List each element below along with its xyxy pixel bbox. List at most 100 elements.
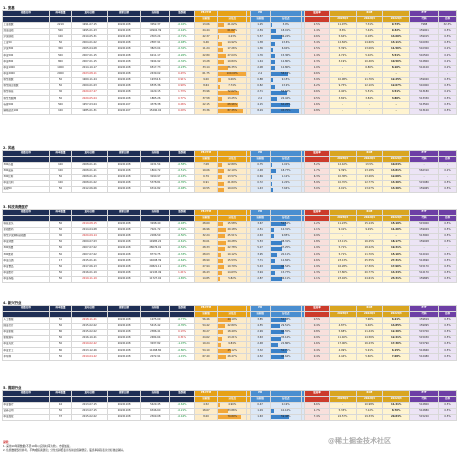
pb-percentile-bar [271,78,274,83]
cell-roe-2022q3: 20.84% [382,413,411,421]
percentile-label: 15.36% [280,53,291,57]
pb-percentile-bar [271,252,277,257]
table-row: 证券公司 50 2013-07-15 20221108 6346.60 -0.21% 18.… [2,407,457,415]
cell-dividend-yield: 0.8% [304,107,330,115]
cell-pb-percentile: 7.64% [269,186,302,194]
cell-release-date: 2015-02-02 [71,413,108,421]
percentile-label: 19.79% [227,264,237,268]
pe-percentile-bar [218,84,221,89]
percentile-label: 38.31% [280,240,291,244]
percentile-label: 9.06% [228,78,237,82]
percentile-label: 22.42% [280,96,291,100]
percentile-label: 72.62% [227,90,237,94]
pe-percentile-bar [218,336,222,341]
percentile-label: 14.63% [227,271,237,274]
table-row: 恒生指数 50 1969-11-24 20221108 19334.6 0.91% 9.00… [2,76,457,84]
pe-percentile-bar [218,265,224,270]
cell-etf-code: 159865 [409,275,440,283]
pb-percentile-bar [271,102,291,107]
percentile-label: 2.20% [281,181,290,185]
percentile-label: 36.35% [227,65,237,69]
cell-release-date: 1985-01-31 [71,107,108,115]
percentile-label: 13.21% [227,336,237,340]
cell-index-name: 半导体 [2,353,50,361]
percentile-label: 12.84% [280,258,291,262]
cell-current-value: 2309.08 [140,413,171,421]
note-line-2: 2. 估值数据仅供参考，不构成投资建议；分位点越低表示当前估值越便宜，股息率越高… [3,449,126,452]
cell-pe-value: 10.55 [193,186,219,194]
pe-percentile-bar [218,47,224,52]
pb-percentile-bar [271,246,282,251]
percentile-label: 87.35% [227,108,237,112]
cell-pe-value: 67.40 [193,353,219,361]
cell-pb-percentile: 36.11% [269,275,302,283]
cell-etf-name: 0.5% [438,186,457,194]
cell-pe-spacer [246,353,251,361]
cell-roe-2022q4: - [355,107,384,115]
cell-pb-value: 1.43 [249,186,271,194]
section-title: 2. 风格 [3,146,15,150]
pb-percentile-bar [271,60,275,64]
header-row: 指数名称 样本数量 发布日期 更新日期 当前值 涨跌幅 PE-TTM PB 股息率 ROE ETF [2,10,457,17]
valuation-table: 指数名称 样本数量 发布日期 更新日期 当前值 涨跌幅 PE-TTM PB 股息率 ROE ETF 当… [2,150,457,194]
table-row: 300医药 50 2007-07-02 20221108 8770.75 -0.33% 28… [2,251,457,259]
percentile-label: 27.04% [227,53,237,57]
percentile-label: 13.6% [281,41,290,45]
header-etf-name [438,390,457,397]
percentile-label: 9.85% [281,234,290,238]
pb-percentile-bar [271,181,272,186]
cell-release-date: 2012-06-06 [71,186,108,194]
percentile-label: 6.60% [281,47,290,51]
percentile-label: 45.64% [280,354,291,358]
percentile-label: 9.15% [281,78,290,82]
pe-percentile-bar [218,234,226,239]
cell-roe-2022q3: - [382,107,411,115]
cell-etf-name: 0.5% [438,413,457,421]
pe-percentile-bar [218,102,238,107]
percentile-label: 29.18% [227,228,237,232]
pb-percentile-bar [271,271,276,276]
pb-percentile-bar [271,409,274,414]
percentile-label: 9.84% [228,342,237,346]
pb-percentile-bar [271,415,289,420]
cell-change: -1.65% [169,275,195,283]
header-row: 指数名称 样本数量 发布日期 更新日期 当前值 涨跌幅 PE-TTM PB 股息率 ROE ETF [2,305,457,312]
cell-pb-percentile: 93.75% [269,107,302,115]
header-pb-spacer [300,390,306,397]
percentile-label: 1.01% [281,162,290,166]
cell-update-date: 20221108 [106,186,142,194]
header-etf-code: ETF [409,305,440,312]
cell-pb-percentile: 45.64% [269,353,302,361]
cell-current-value: 15290.02 [140,107,171,115]
cell-pb-spacer [300,107,306,115]
percentile-label: 19.84% [227,59,237,63]
percentile-label: 12.80% [280,65,291,69]
cell-pe-spacer [246,413,251,421]
percentile-label: 15.58% [227,221,237,225]
pb-percentile-bar [271,53,276,58]
cell-change: -0.44% [169,413,195,421]
percentile-label: 18.49% [227,330,237,334]
percentile-label: 58.11% [280,72,291,75]
cell-etf-name: 0.5% [438,107,457,115]
percentile-label: 64.28% [280,102,291,106]
pe-percentile-bar [218,324,225,329]
percentile-label: 17.26% [227,47,237,51]
cell-sample-count: 100 [48,107,73,115]
table-row: 中证煤炭 37 2015-02-02 20221108 2309.08 -0.44% 8.0… [2,413,457,421]
percentile-label: 5.82% [228,277,237,281]
pb-percentile-bar [271,259,275,263]
percentile-label: 4.90% [228,402,237,406]
cell-change: -1.15% [169,353,195,361]
note-title: 说明： [3,441,11,444]
section-title: 1. 宽基 [3,6,15,10]
pe-percentile-bar [218,403,220,408]
pe-percentile-bar [218,169,225,174]
cell-index-name: 中证养殖 [2,275,50,283]
cell-change: 0.29% [169,107,195,115]
header-etf-code: ETF [409,390,440,397]
pe-percentile-bar [218,259,223,263]
header-sample-count: 样本数量 [48,390,73,397]
pb-percentile-bar [271,324,280,329]
pe-percentile-bar [218,181,225,186]
